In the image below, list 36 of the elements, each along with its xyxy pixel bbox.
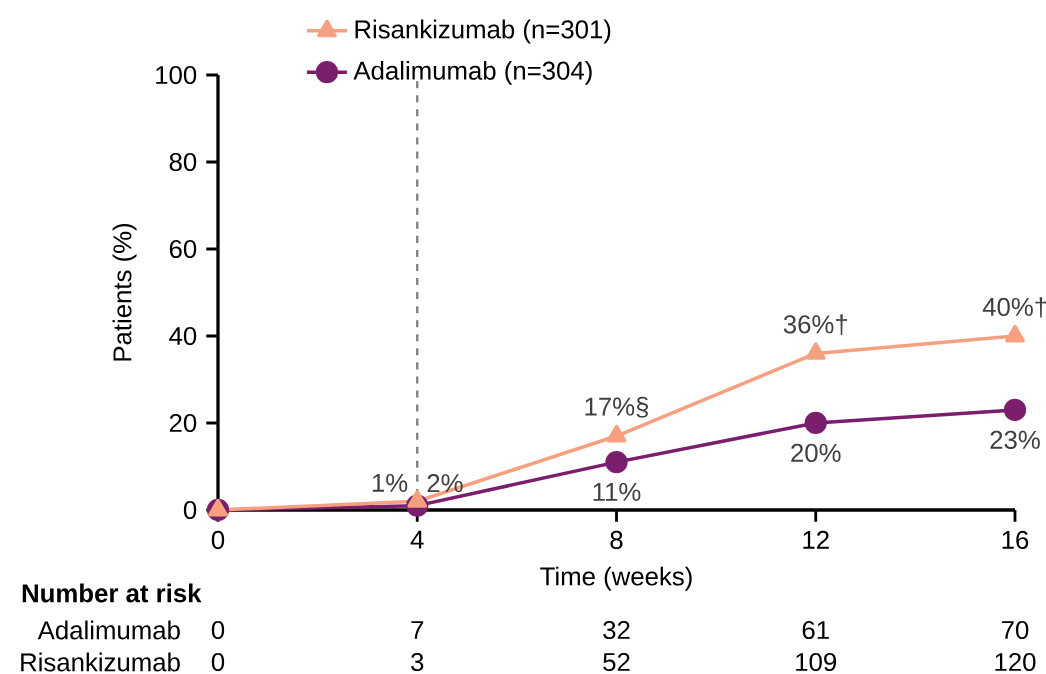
text: 120 [995, 652, 1036, 672]
y-tick-label: 20 [169, 413, 197, 433]
text: 61 [802, 620, 829, 640]
data-label: 23% [990, 430, 1040, 449]
y-tick-label: 40 [169, 326, 197, 346]
x-axis-title: Time (weeks) [540, 566, 692, 591]
text: Number at risk [22, 583, 202, 603]
x-tick-label: 4 [410, 530, 424, 549]
data-label: 11% [593, 482, 641, 501]
text: 7 [411, 621, 424, 639]
data-label: 2% [427, 474, 463, 493]
legend-label: Risankizumab (n=301) [355, 19, 611, 44]
x-tick-label: 8 [610, 530, 623, 550]
y-tick-label: 80 [169, 152, 197, 172]
text: 109 [796, 652, 837, 672]
y-tick-label: 0 [183, 500, 197, 520]
data-label: 1% [372, 473, 408, 492]
text: Risankizumab [21, 652, 180, 672]
x-tick-label: 16 [1002, 530, 1029, 550]
legend-label: Adalimumab (n=304) [353, 60, 592, 85]
data-label: 40%† [982, 297, 1046, 318]
text: 70 [1001, 620, 1029, 640]
text: 0 [211, 652, 225, 672]
text: Adalimumab [37, 620, 180, 640]
x-tick-label: 0 [211, 530, 225, 550]
text: 0 [211, 620, 225, 640]
text: 52 [603, 652, 630, 672]
data-label: 20% [791, 443, 841, 463]
x-tick-label: 12 [803, 530, 829, 549]
data-label: 17%§ [585, 396, 649, 418]
y-axis-title: Patients (%) [112, 223, 137, 361]
text: 3 [411, 652, 424, 672]
y-tick-label: 100 [156, 65, 197, 85]
text: 32 [603, 620, 630, 640]
data-label: 36%† [783, 314, 847, 335]
y-tick-label: 60 [169, 239, 197, 259]
